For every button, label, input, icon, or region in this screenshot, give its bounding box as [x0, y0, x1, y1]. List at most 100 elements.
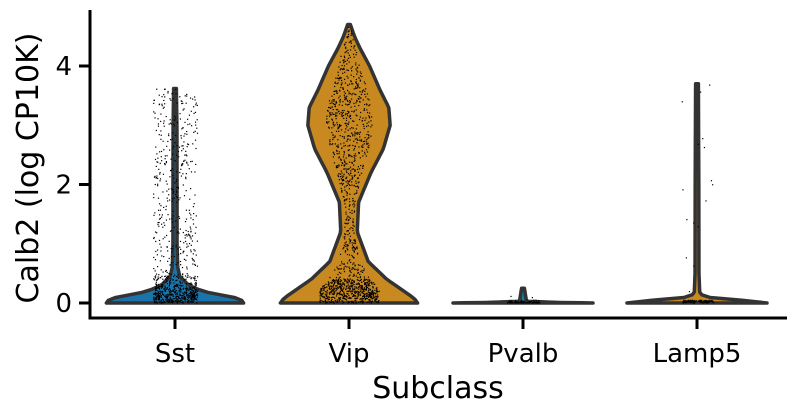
jitter-point: [164, 163, 165, 164]
jitter-point: [339, 298, 340, 299]
jitter-point: [175, 246, 176, 247]
x-tick-label-vip: Vip: [329, 339, 370, 369]
jitter-point: [343, 118, 344, 119]
jitter-point: [329, 112, 330, 113]
jitter-point: [358, 187, 359, 188]
jitter-point: [350, 57, 351, 58]
jitter-point: [161, 297, 162, 298]
jitter-point: [193, 213, 194, 214]
jitter-point: [682, 101, 683, 102]
jitter-point: [164, 120, 165, 121]
jitter-point: [160, 277, 161, 278]
jitter-point: [324, 290, 325, 291]
jitter-point: [154, 300, 155, 301]
jitter-point: [364, 104, 365, 105]
jitter-point: [155, 147, 156, 148]
jitter-point: [158, 226, 159, 227]
jitter-point: [197, 266, 198, 267]
jitter-point: [331, 144, 332, 145]
jitter-point: [362, 92, 363, 93]
jitter-point: [189, 199, 190, 200]
jitter-point: [348, 30, 349, 31]
jitter-point: [363, 165, 364, 166]
jitter-point: [191, 171, 192, 172]
jitter-point: [371, 116, 372, 117]
jitter-point: [183, 148, 184, 149]
jitter-point: [376, 292, 377, 293]
jitter-point: [191, 296, 192, 297]
jitter-point: [354, 88, 355, 89]
jitter-point: [155, 270, 156, 271]
jitter-point: [343, 297, 344, 298]
jitter-point: [186, 131, 187, 132]
jitter-point: [158, 274, 159, 275]
jitter-point: [347, 115, 348, 116]
jitter-point: [336, 294, 337, 295]
jitter-point: [171, 188, 172, 189]
jitter-point: [161, 104, 162, 105]
jitter-point: [161, 276, 162, 277]
jitter-point: [196, 128, 197, 129]
jitter-point: [186, 134, 187, 135]
jitter-point: [333, 279, 334, 280]
jitter-point: [169, 199, 170, 200]
jitter-point: [355, 54, 356, 55]
jitter-point: [171, 230, 172, 231]
jitter-point: [165, 209, 166, 210]
jitter-point: [321, 290, 322, 291]
jitter-point: [339, 268, 340, 269]
jitter-point: [348, 156, 349, 157]
jitter-point: [180, 135, 181, 136]
jitter-point: [343, 142, 344, 143]
jitter-point: [184, 299, 185, 300]
jitter-point: [520, 301, 521, 302]
jitter-point: [158, 286, 159, 287]
jitter-point: [326, 298, 327, 299]
jitter-point: [352, 247, 353, 248]
jitter-point: [165, 275, 166, 276]
jitter-point: [363, 289, 364, 290]
jitter-point: [332, 120, 333, 121]
jitter-point: [358, 77, 359, 78]
jitter-point: [191, 125, 192, 126]
y-axis-title: Calb2 (log CP10K): [11, 33, 46, 304]
jitter-point: [186, 294, 187, 295]
jitter-point: [340, 277, 341, 278]
jitter-point: [339, 151, 340, 152]
jitter-point: [340, 87, 341, 88]
jitter-point: [348, 124, 349, 125]
jitter-point: [325, 291, 326, 292]
jitter-point: [339, 286, 340, 287]
jitter-point: [364, 276, 365, 277]
jitter-point: [360, 298, 361, 299]
jitter-point: [173, 291, 174, 292]
jitter-point: [347, 113, 348, 114]
jitter-point: [192, 294, 193, 295]
jitter-point: [349, 286, 350, 287]
jitter-point: [340, 102, 341, 103]
jitter-point: [340, 297, 341, 298]
jitter-point: [165, 289, 166, 290]
jitter-point: [358, 289, 359, 290]
jitter-point: [166, 294, 167, 295]
jitter-point: [372, 301, 373, 302]
jitter-point: [345, 93, 346, 94]
jitter-point: [332, 280, 333, 281]
jitter-point: [349, 42, 350, 43]
jitter-point: [353, 141, 354, 142]
jitter-point: [377, 296, 378, 297]
jitter-point: [537, 302, 538, 303]
jitter-point: [363, 293, 364, 294]
jitter-point: [175, 280, 176, 281]
jitter-point: [351, 33, 352, 34]
jitter-point: [358, 293, 359, 294]
jitter-point: [344, 281, 345, 282]
jitter-point: [348, 181, 349, 182]
jitter-point: [349, 217, 350, 218]
jitter-point: [188, 235, 189, 236]
jitter-point: [341, 261, 342, 262]
jitter-point: [171, 262, 172, 263]
jitter-point: [340, 135, 341, 136]
jitter-point: [344, 189, 345, 190]
jitter-point: [177, 274, 178, 275]
